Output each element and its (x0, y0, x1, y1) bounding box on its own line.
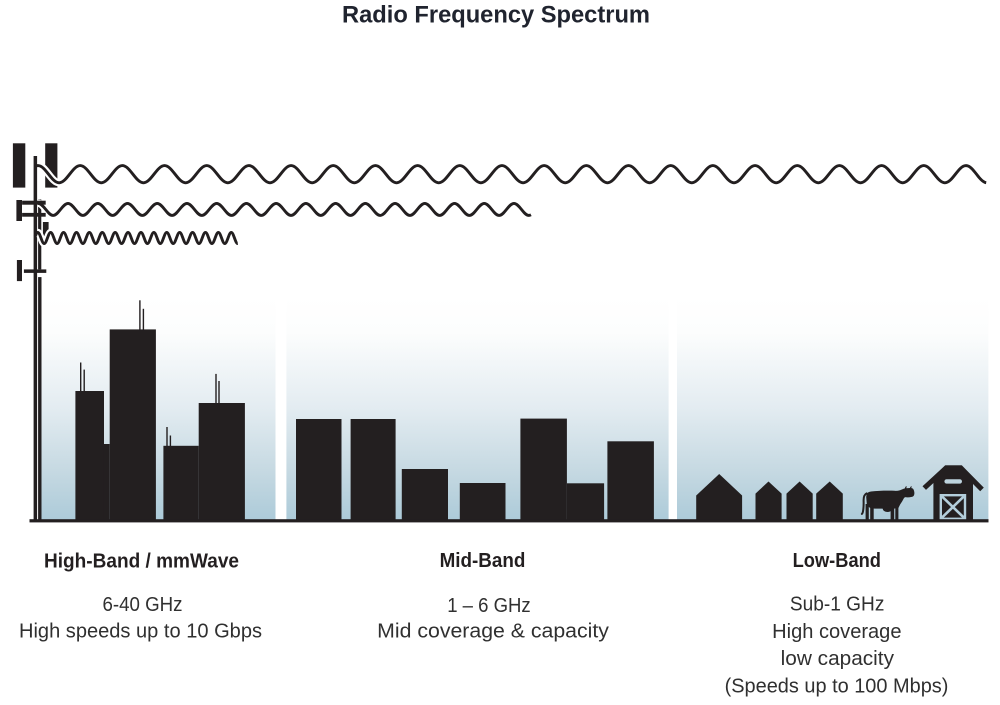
svg-text:Mid coverage & capacity: Mid coverage & capacity (377, 620, 609, 642)
svg-text:Radio Frequency Spectrum: Radio Frequency Spectrum (342, 2, 650, 29)
svg-text:High coverage: High coverage (772, 621, 901, 643)
svg-text:Sub-1 GHz: Sub-1 GHz (790, 593, 885, 615)
svg-text:low capacity: low capacity (781, 648, 894, 670)
svg-text:High-Band / mmWave: High-Band / mmWave (44, 550, 239, 573)
svg-text:High speeds up to 10 Gbps: High speeds up to 10 Gbps (19, 621, 262, 643)
svg-text:Low-Band: Low-Band (793, 549, 881, 572)
svg-text:6-40 GHz: 6-40 GHz (103, 594, 183, 616)
svg-text:Mid-Band: Mid-Band (440, 549, 526, 572)
svg-text:(Speeds up to 100 Mbps): (Speeds up to 100 Mbps) (725, 675, 949, 697)
svg-text:1 – 6 GHz: 1 – 6 GHz (447, 595, 531, 617)
